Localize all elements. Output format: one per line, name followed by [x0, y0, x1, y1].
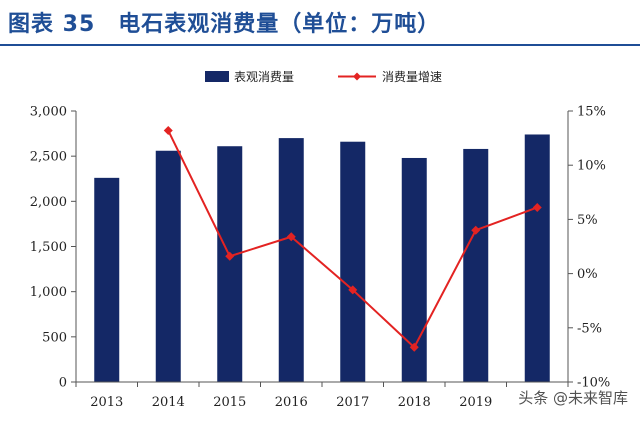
y-left-tick-label: 500 — [42, 330, 67, 345]
bar — [340, 141, 366, 382]
legend-label-bar: 表观消费量 — [234, 70, 294, 84]
title-divider — [0, 44, 640, 46]
watermark: 头条 @未来智库 — [518, 389, 628, 407]
bar-series — [94, 134, 550, 382]
legend-bar-swatch — [205, 71, 229, 82]
x-tick-label: 2019 — [459, 395, 492, 410]
axes: 0 500 1,000 1,500 2,000 2,500 3,000 -10% -5% 0% 5%… — [30, 105, 611, 411]
x-tick-label: 2013 — [90, 395, 123, 410]
growth-point — [532, 202, 542, 212]
growth-point — [163, 126, 173, 136]
bar — [278, 138, 304, 382]
growth-point — [471, 225, 481, 235]
y-left-tick-label: 1,500 — [30, 240, 67, 255]
bar — [217, 146, 243, 382]
growth-point — [225, 251, 235, 261]
growth-point — [409, 342, 419, 352]
figure-title: 图表 35 电石表观消费量（单位：万吨） — [8, 12, 441, 37]
x-tick-label: 2017 — [336, 395, 369, 410]
bar — [463, 148, 489, 382]
y-right-tick-label: -5% — [577, 321, 602, 336]
growth-point — [286, 232, 296, 242]
bar — [155, 150, 181, 382]
legend-line-marker — [353, 72, 361, 81]
legend: 表观消费量 消费量增速 — [205, 70, 442, 84]
y-right-tick-label: 5% — [577, 213, 598, 228]
y-left-tick-label: 1,000 — [30, 285, 67, 300]
y-left-tick-label: 2,000 — [30, 195, 67, 210]
bar — [524, 134, 550, 382]
x-tick-label: 2014 — [152, 395, 185, 410]
x-tick-label: 2016 — [275, 395, 308, 410]
y-left-tick-label: 2,500 — [30, 150, 67, 165]
line-series — [163, 126, 542, 352]
y-left-tick-label: 3,000 — [30, 105, 67, 120]
x-tick-label: 2018 — [398, 395, 431, 410]
bar — [94, 177, 120, 382]
y-left-tick-label: 0 — [59, 376, 67, 391]
y-right-tick-label: 15% — [577, 105, 606, 120]
y-right-tick-label: 10% — [577, 159, 606, 174]
y-right-tick-label: 0% — [577, 267, 598, 282]
legend-label-line: 消费量增速 — [382, 70, 442, 84]
y-right-tick-label: -10% — [577, 376, 610, 391]
x-tick-label: 2015 — [213, 395, 246, 410]
growth-point — [348, 285, 358, 295]
